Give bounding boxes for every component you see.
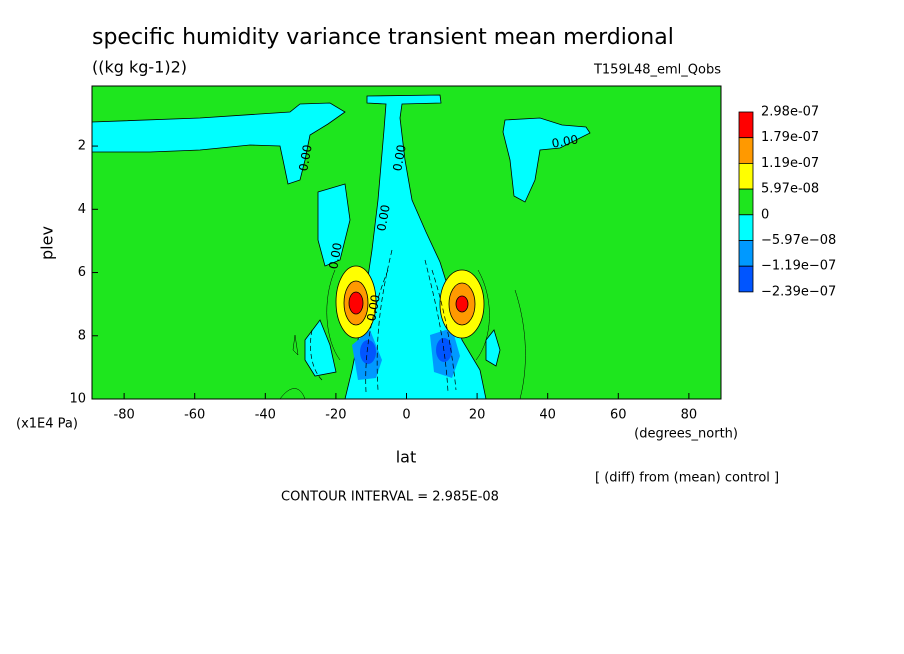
contour-label: 0.00 — [364, 294, 382, 323]
note: [ (diff) from (mean) control ] — [595, 471, 779, 486]
colorbar-label: 2.98e-07 — [761, 105, 819, 120]
y-axis-title: plev — [38, 226, 57, 260]
colorbar-label: 5.97e-08 — [761, 182, 819, 197]
x-tick-label: -20 — [325, 408, 346, 423]
contour-interval: CONTOUR INTERVAL = 2.985E-08 — [281, 490, 499, 505]
colorbar-label: 1.79e-07 — [761, 130, 819, 145]
colorbar-box — [738, 188, 754, 216]
y-tick-label: 2 — [78, 139, 86, 154]
y-tick-label: 4 — [78, 202, 86, 217]
colorbar-label: 1.19e-07 — [761, 156, 819, 171]
colorbar-box — [738, 111, 754, 139]
y-tick-label: 8 — [78, 328, 86, 343]
x-axis-title: lat — [396, 448, 417, 467]
chart-subtitle: ((kg kg-1)2) — [92, 58, 187, 77]
x-tick-label: -80 — [114, 408, 135, 423]
y-tick-label: 6 — [78, 265, 86, 280]
colorbar-box — [738, 265, 754, 293]
x-tick-label: -60 — [184, 408, 205, 423]
thin-contours — [279, 269, 526, 399]
x-tick-label: -40 — [255, 408, 276, 423]
y-tick-label: 10 — [69, 392, 86, 407]
colorbar-box — [738, 240, 754, 267]
x-units: (degrees_north) — [634, 427, 738, 442]
contour-label: 0.00 — [390, 144, 408, 173]
positive-cores — [335, 265, 485, 339]
dashed-contours — [310, 249, 457, 393]
colorbar-box — [738, 162, 754, 190]
colorbar-label: −5.97e−08 — [761, 233, 836, 248]
x-tick-label: 0 — [402, 408, 410, 423]
colorbar-label: −2.39e−07 — [761, 284, 836, 299]
contour-label: 0.00 — [374, 204, 392, 233]
contour-label: 0.00 — [296, 144, 314, 173]
contour-field — [92, 86, 721, 399]
x-tick-label: 40 — [539, 408, 556, 423]
x-tick-label: 60 — [610, 408, 627, 423]
x-tick-label: 20 — [469, 408, 486, 423]
colorbar-label: −1.19e−07 — [761, 259, 836, 274]
colorbar-box — [738, 214, 754, 241]
y-units: (x1E4 Pa) — [16, 417, 78, 432]
x-tick-label: 80 — [681, 408, 698, 423]
contour-label: 0.00 — [326, 242, 344, 271]
chart-title: specific humidity variance transient mea… — [92, 25, 674, 50]
contour-label: 0.00 — [551, 132, 580, 150]
run-label: T159L48_eml_Qobs — [593, 63, 721, 78]
colorbar-label: 0 — [761, 207, 769, 222]
colorbar-box — [738, 137, 754, 164]
